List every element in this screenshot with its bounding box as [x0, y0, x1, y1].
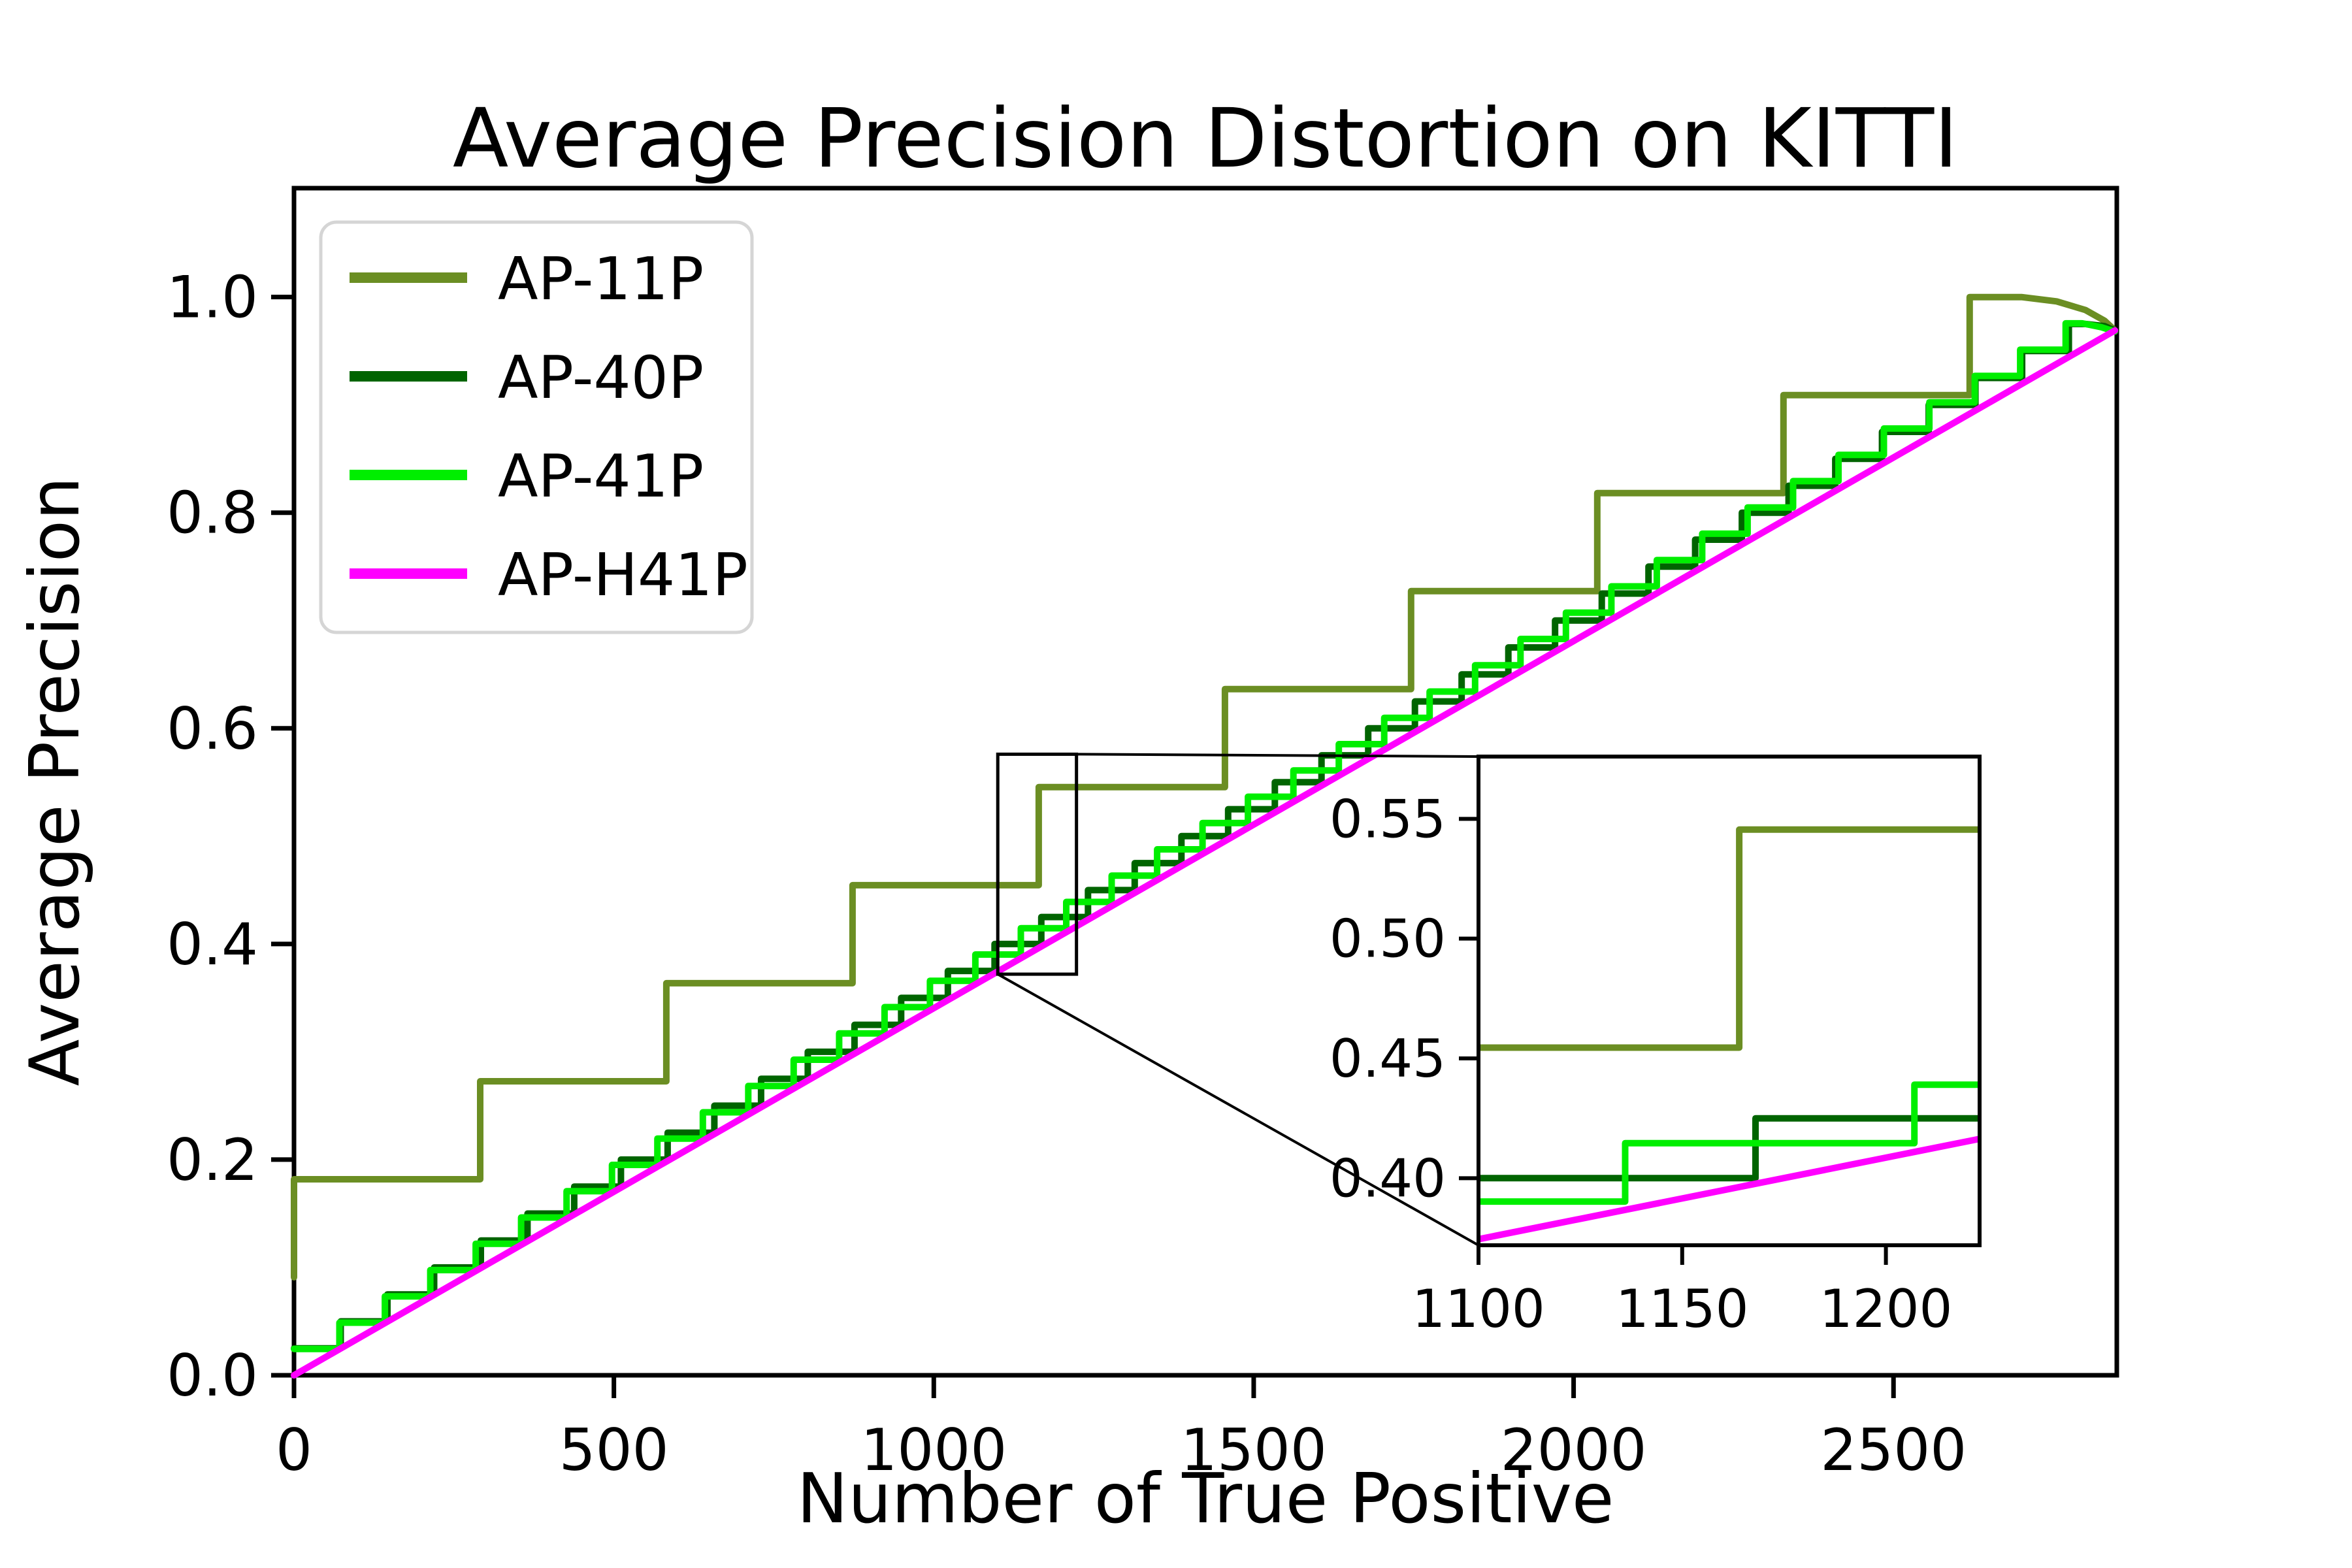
legend-label-ap-h41p: AP-H41P	[498, 541, 748, 610]
chart-title: Average Precision Distortion on KITTI	[453, 91, 1958, 186]
zoom-connector-bottom-line	[997, 973, 1479, 1247]
y-axis-tick-label: 0.8	[167, 480, 258, 547]
legend-item-ap-h41p: AP-H41P	[350, 541, 748, 610]
inset-background	[1478, 757, 1980, 1245]
main-axes-spines	[291, 186, 2119, 1378]
legend: AP-11P AP-40P AP-41P AP-H41P	[319, 220, 754, 634]
x-axis-tick-label: 1000	[860, 1416, 1007, 1484]
inset-x-tick-label: 1100	[1412, 1279, 1545, 1339]
inset-y-tick-label: 0.45	[1330, 1028, 1446, 1089]
inset-axes-spines	[1477, 755, 1982, 1247]
y-axis-tick-label: 0.2	[167, 1126, 258, 1194]
legend-label-ap-41p: AP-41P	[498, 442, 704, 511]
legend-label-ap-11p: AP-11P	[498, 245, 704, 314]
y-axis-tick-label: 1.0	[167, 264, 258, 331]
x-axis-tick-label: 500	[559, 1416, 669, 1484]
x-axis-tick-label: 2500	[1820, 1416, 1967, 1484]
legend-item-ap-41p: AP-41P	[350, 442, 704, 511]
y-axis-label: Average Precision	[15, 476, 95, 1086]
inset-y-tick-label: 0.50	[1330, 909, 1446, 970]
inset-x-tick-label: 1150	[1616, 1279, 1749, 1339]
series-line-ap-41p	[291, 319, 2119, 1352]
x-axis-tick-label: 0	[276, 1416, 312, 1484]
y-axis-tick-label: 0.6	[167, 695, 258, 762]
legend-item-ap-40p: AP-40P	[350, 344, 704, 412]
y-axis-tick-label: 0.0	[167, 1342, 258, 1409]
inset-x-tick-label: 1200	[1820, 1279, 1953, 1339]
series-line-ap-h41p	[291, 327, 2119, 1379]
x-axis-tick-label: 1500	[1181, 1416, 1327, 1484]
inset-y-tick-label: 0.40	[1330, 1148, 1446, 1209]
zoom-region-rect	[996, 752, 1079, 976]
series-line-ap-11p	[291, 293, 2119, 1281]
legend-label-ap-40p: AP-40P	[498, 344, 704, 412]
legend-box	[319, 220, 754, 634]
inset-y-tick-label: 0.55	[1330, 789, 1446, 849]
zoom-connector-top-line	[1076, 753, 1479, 758]
x-axis-tick-label: 2000	[1501, 1416, 1647, 1484]
y-axis-tick-label: 0.4	[167, 911, 258, 978]
legend-item-ap-11p: AP-11P	[350, 245, 704, 314]
x-axis-label: Number of True Positive	[797, 1459, 1614, 1539]
